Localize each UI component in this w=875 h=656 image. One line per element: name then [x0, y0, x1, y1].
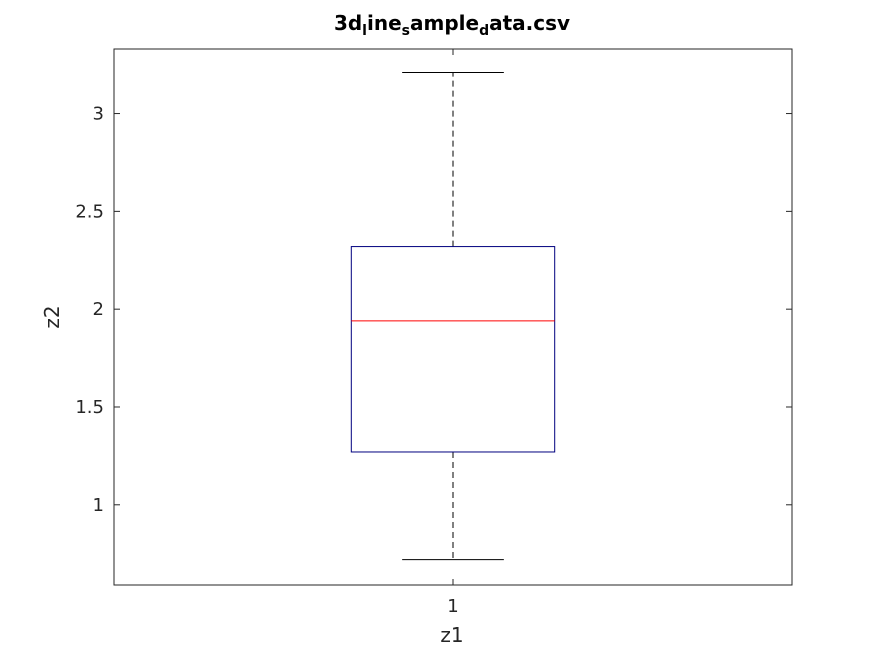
chart-title: 3dlinesampledata.csv [334, 11, 570, 39]
y-tick-label: 3 [93, 104, 104, 125]
x-axis-label: z1 [440, 623, 463, 647]
y-tick-label: 2.5 [75, 201, 104, 222]
chart-title-part: s [402, 23, 410, 39]
interquartile-box [350, 246, 556, 453]
y-axis-ticks: 1 1.5 2 2.5 3 [75, 104, 792, 516]
y-tick-label: 2 [93, 299, 104, 320]
chart-title-part: ata.csv [489, 11, 570, 35]
box-series [350, 71, 556, 561]
chart-title-part: 3d [334, 11, 362, 35]
chart-title-part: ample [410, 11, 479, 35]
x-axis-ticks: 1 [447, 49, 459, 617]
chart-title-part: l [362, 23, 367, 39]
y-tick-label: 1 [93, 495, 104, 516]
chart-title-part: ine [367, 11, 402, 35]
chart-title-part: d [479, 23, 489, 39]
y-axis-label: z2 [40, 305, 64, 328]
box-group [350, 71, 556, 561]
y-tick-label: 1.5 [75, 397, 104, 418]
x-tick-label: 1 [447, 596, 458, 617]
